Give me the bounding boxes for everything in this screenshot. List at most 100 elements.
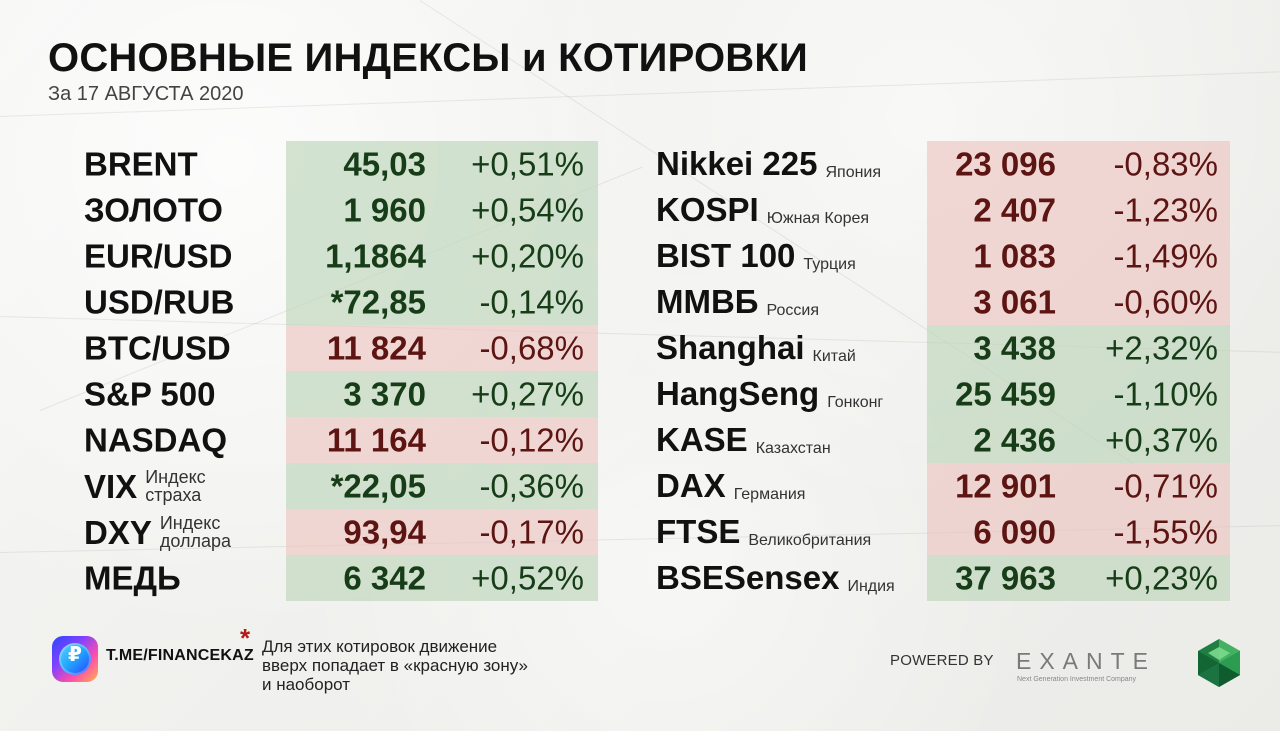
quote-row-nikkei225: Nikkei 225 Япония 23 096 -0,83% [656, 141, 1218, 187]
quote-value: 1 960 [343, 191, 426, 229]
quote-country: Индия [847, 578, 895, 595]
quote-value: 1,1864 [325, 237, 426, 275]
quote-title: BSESensex [656, 559, 840, 596]
quote-change: +0,20% [471, 237, 584, 275]
quote-change: +0,54% [471, 191, 584, 229]
quote-subtitle-line: доллара [159, 531, 232, 551]
page-date: За 17 АВГУСТА 2020 [48, 83, 244, 105]
quote-row-dax: DAX Германия 12 901 -0,71% [656, 463, 1218, 509]
quote-subtitle-line: Индекс [145, 467, 206, 487]
quote-row-usdrub: USD/RUB *72,85 -0,14% [84, 279, 584, 325]
quote-change: +0,52% [471, 559, 584, 597]
quote-value: 11 164 [326, 421, 426, 459]
quote-country: Гонконг [827, 394, 884, 411]
quote-name: ЗОЛОТО [84, 191, 223, 229]
quote-row-copper: МЕДЬ 6 342 +0,52% [84, 555, 584, 601]
telegram-handle: T.ME/FINANCEKAZ [106, 647, 254, 664]
quote-value: 37 963 [955, 559, 1056, 597]
footnote-line: Для этих котировок движение [262, 637, 498, 656]
quote-country: Южная Корея [766, 210, 870, 227]
quote-row-gold: ЗОЛОТО 1 960 +0,54% [84, 187, 584, 233]
footnote-text: Для этих котировок движение вверх попада… [262, 637, 528, 694]
quote-subtitle-line: страха [145, 485, 202, 505]
quote-title: Nikkei 225 [656, 145, 818, 182]
quote-row-btcusd: BTC/USD 11 824 -0,68% [84, 325, 584, 371]
quote-row-kase: KASE Казахстан 2 436 +0,37% [656, 417, 1218, 463]
quote-name: FTSE Великобритания [656, 515, 871, 549]
quote-name: VIX [84, 467, 138, 505]
left-value-band-green [286, 141, 598, 325]
quote-change: -0,17% [479, 513, 584, 551]
quote-row-eurusd: EUR/USD 1,1864 +0,20% [84, 233, 584, 279]
quote-value: 2 436 [973, 421, 1056, 459]
quote-country: Турция [803, 256, 856, 273]
right-value-band-red [927, 141, 1230, 325]
quote-row-sp500: S&P 500 3 370 +0,27% [84, 371, 584, 417]
quote-title: KASE [656, 421, 748, 458]
quote-name: BRENT [84, 145, 198, 183]
quote-name: BSESensex Индия [656, 561, 895, 595]
quote-change: +2,32% [1105, 329, 1218, 367]
quote-change: -0,68% [479, 329, 584, 367]
left-value-band-green [286, 555, 598, 601]
quote-title: Shanghai [656, 329, 805, 366]
quote-name: МЕДЬ [84, 559, 181, 597]
quote-change: -0,36% [479, 467, 584, 505]
quote-value: *72,85 [330, 283, 426, 321]
quote-row-bsesensex: BSESensex Индия 37 963 +0,23% [656, 555, 1218, 601]
quote-name: HangSeng Гонконг [656, 377, 883, 411]
quote-row-shanghai: Shanghai Китай 3 438 +2,32% [656, 325, 1218, 371]
quote-country: Россия [766, 302, 819, 319]
quote-row-bist100: BIST 100 Турция 1 083 -1,49% [656, 233, 1218, 279]
quote-change: +0,23% [1105, 559, 1218, 597]
quote-country: Китай [812, 348, 856, 365]
quote-row-kospi: KOSPI Южная Корея 2 407 -1,23% [656, 187, 1218, 233]
quote-change: -0,14% [479, 283, 584, 321]
quote-name: ММВБ Россия [656, 285, 819, 319]
powered-by-label: POWERED BY [890, 652, 994, 669]
quote-title: KOSPI [656, 191, 759, 228]
quote-value: 1 083 [973, 237, 1056, 275]
quote-change: -1,10% [1113, 375, 1218, 413]
quote-value: *22,05 [330, 467, 426, 505]
quote-name: Nikkei 225 Япония [656, 147, 881, 181]
quote-subtitle: Индекс страха [145, 468, 205, 504]
left-value-band-red [286, 417, 598, 463]
quote-value: 6 090 [973, 513, 1056, 551]
quote-value: 3 061 [973, 283, 1056, 321]
quote-value: 45,03 [343, 145, 426, 183]
quote-value: 12 901 [955, 467, 1056, 505]
quote-subtitle-line: Индекс [159, 513, 221, 533]
quote-country: Великобритания [748, 532, 872, 549]
footnote-line: вверх попадает в «красную зону» [262, 656, 528, 676]
quote-name: Shanghai Китай [656, 331, 856, 365]
quote-country: Япония [825, 164, 882, 181]
right-value-band-red [927, 463, 1230, 555]
quote-change: -0,71% [1113, 467, 1218, 505]
quote-subtitle: Индекс доллара [160, 514, 231, 550]
exante-gem-icon [1198, 639, 1240, 687]
quote-change: -1,23% [1113, 191, 1218, 229]
quote-row-brent: BRENT 45,03 +0,51% [84, 141, 584, 187]
quote-change: +0,37% [1105, 421, 1218, 459]
quote-value: 23 096 [955, 145, 1056, 183]
quote-row-ftse: FTSE Великобритания 6 090 -1,55% [656, 509, 1218, 555]
left-value-band-green [286, 371, 598, 417]
quote-name-group: DXY Индекс доллара [84, 514, 231, 550]
quote-change: -0,83% [1113, 145, 1218, 183]
quote-value: 6 342 [343, 559, 426, 597]
quote-name: DXY [84, 513, 152, 551]
quote-title: DAX [656, 467, 726, 504]
quote-title: ММВБ [656, 283, 759, 320]
quote-change: -0,60% [1113, 283, 1218, 321]
financekaz-logo [52, 636, 98, 682]
quote-title: HangSeng [656, 375, 820, 412]
quote-name: USD/RUB [84, 283, 235, 321]
footnote-star: * [240, 623, 251, 653]
page-title: ОСНОВНЫЕ ИНДЕКСЫ и КОТИРОВКИ [48, 36, 808, 80]
quote-name: KASE Казахстан [656, 423, 831, 457]
quote-name: NASDAQ [84, 421, 228, 459]
quote-country: Казахстан [755, 440, 831, 457]
quote-name: DAX Германия [656, 469, 805, 503]
quote-country: Германия [733, 486, 806, 503]
